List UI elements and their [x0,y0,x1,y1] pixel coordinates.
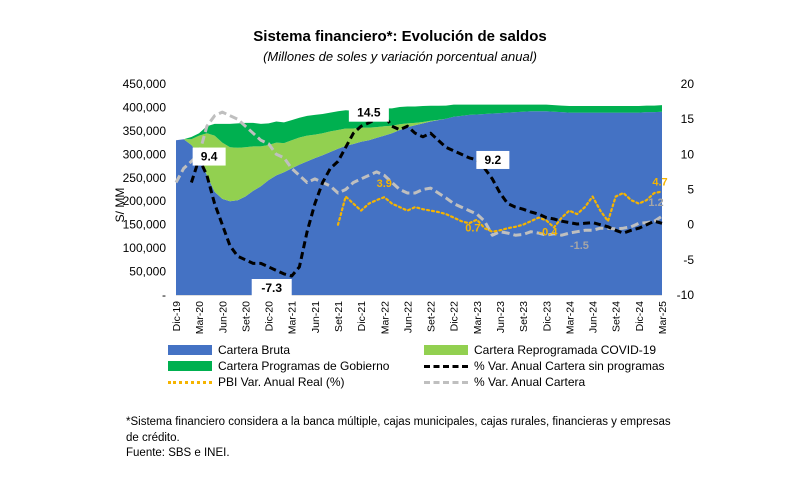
x-tick-label: Dic-20 [264,301,276,332]
x-tick-label: Dic-23 [541,301,553,332]
y2-tick-label: 10 [681,147,695,161]
data-label: -0.4 [539,226,559,238]
legend-label: % Var. Anual Cartera [474,375,586,389]
y-tick-label: 300,000 [123,147,167,161]
area-1 [176,111,662,202]
line-series-5 [174,110,663,237]
chart-title: Sistema financiero*: Evolución de saldos [253,28,547,45]
annotation-0: 9.4 [192,147,226,166]
y-axis-label: S/ MM [113,188,127,223]
y-tick-label: - [162,288,166,302]
legend-label: Cartera Programas de Gobierno [218,359,390,373]
annotations: 9.4 -7.3 14.5 9.2 [192,103,510,298]
legend-swatch [424,345,468,355]
footnote: *Sistema financiero considera a la banca… [126,416,671,444]
legend-item-cartera-bruta: Cartera Bruta [168,343,290,357]
y-tick-label: 50,000 [129,265,166,279]
legend-label: Cartera Reprogramada COVID-19 [474,343,657,357]
x-tick-label: Mar-21 [287,301,299,334]
legend-item-programas-gobierno: Cartera Programas de Gobierno [168,359,389,373]
y-tick-label: 100,000 [123,241,167,255]
chart-subtitle: (Millones de soles y variación porcentua… [263,49,537,64]
y2-tick-label: 15 [681,112,695,126]
x-tick-label: Jun-21 [310,301,322,333]
annotation-box [476,150,510,169]
x-tick-label: Dic-19 [171,301,183,332]
annotation-box [192,147,226,166]
x-tick-label: Set-24 [611,301,623,332]
annotation-box [251,279,292,298]
y2-tick-label: 5 [687,183,694,197]
x-tick-label: Set-23 [518,301,530,332]
data-label: -1.5 [570,240,589,252]
y-tick-label: 450,000 [123,77,167,91]
area-0 [176,111,662,295]
legend-swatch [424,380,468,384]
x-tick-label: Dic-21 [356,301,368,332]
legend-item-reprogramada: Cartera Reprogramada COVID-19 [424,343,656,357]
x-tick-label: Set-22 [426,301,438,332]
annotation-label: -7.3 [261,281,282,295]
x-tick-label: Jun-23 [495,301,507,333]
legend-swatch [424,364,468,368]
x-tick-label: Jun-20 [217,301,229,333]
x-tick-label: Jun-24 [588,301,600,333]
x-tick-label: Dic-24 [634,301,646,332]
annotation-2: 14.5 [348,103,389,122]
annotation-box [348,103,389,122]
data-label: 4.7 [652,177,667,189]
y-tick-label: 200,000 [123,194,167,208]
line-series-group [174,110,664,278]
annotation-label: 14.5 [357,106,381,120]
y-tick-label: 350,000 [123,124,167,138]
y-tick-label: 250,000 [123,171,167,185]
annotation-label: 9.4 [201,150,218,164]
chart-svg: - 50,000 100,000 150,000 200,000 250,000 300,0… [113,77,695,334]
data-label: 1.2 [648,197,663,209]
x-tick-label: Mar-22 [379,301,391,334]
data-labels: 3.9 0.7 -0.4 4.7 -1.5 1.2 [377,177,668,252]
legend-item-pbi: PBI Var. Anual Real (%) [168,375,345,389]
legend-label: % Var. Anual Cartera sin programas [474,359,665,373]
annotation-1: -7.3 [251,279,292,298]
y2-axis-ticks: -10 -5 0 5 10 15 20 [677,77,695,302]
x-tick-label: Jun-22 [402,301,414,333]
legend-swatch [168,380,212,384]
y2-tick-label: -5 [683,253,694,267]
data-label: 3.9 [377,178,392,190]
x-tick-label: Set-21 [333,301,345,332]
y2-tick-label: 0 [687,218,694,232]
area-2 [176,104,662,148]
y2-tick-label: -10 [677,288,695,302]
x-axis-ticks: Dic-19 Mar-20 Jun-20 Set-20 Dic-20 Mar-21 Jun-… [171,301,669,334]
y2-tick-label: 20 [681,77,695,91]
area-series-group [176,104,662,295]
x-tick-label: Set-20 [240,301,252,332]
data-label: 0.7 [465,223,480,235]
line-series-3 [189,114,663,278]
y-tick-label: 150,000 [123,218,167,232]
x-tick-label: Mar-23 [472,301,484,334]
y-axis-ticks: - 50,000 100,000 150,000 200,000 250,000 300,0… [123,77,167,302]
annotation-3: 9.2 [476,150,510,169]
x-tick-label: Mar-20 [194,301,206,334]
legend-label: Cartera Bruta [218,343,291,357]
legend-label: PBI Var. Anual Real (%) [218,375,345,389]
source-note: Fuente: SBS e INEI. [126,447,230,459]
y-tick-label: 400,000 [123,100,167,114]
annotation-label: 9.2 [485,153,502,167]
x-tick-label: Mar-24 [564,301,576,334]
x-tick-label: Mar-25 [657,301,669,334]
legend-swatch [168,361,212,371]
legend-swatch [168,345,212,355]
line-series-4 [336,190,664,233]
legend-item-var-cartera: % Var. Anual Cartera [424,375,585,389]
x-tick-label: Dic-22 [449,301,461,332]
legend-item-var-sin-programas: % Var. Anual Cartera sin programas [424,359,665,373]
